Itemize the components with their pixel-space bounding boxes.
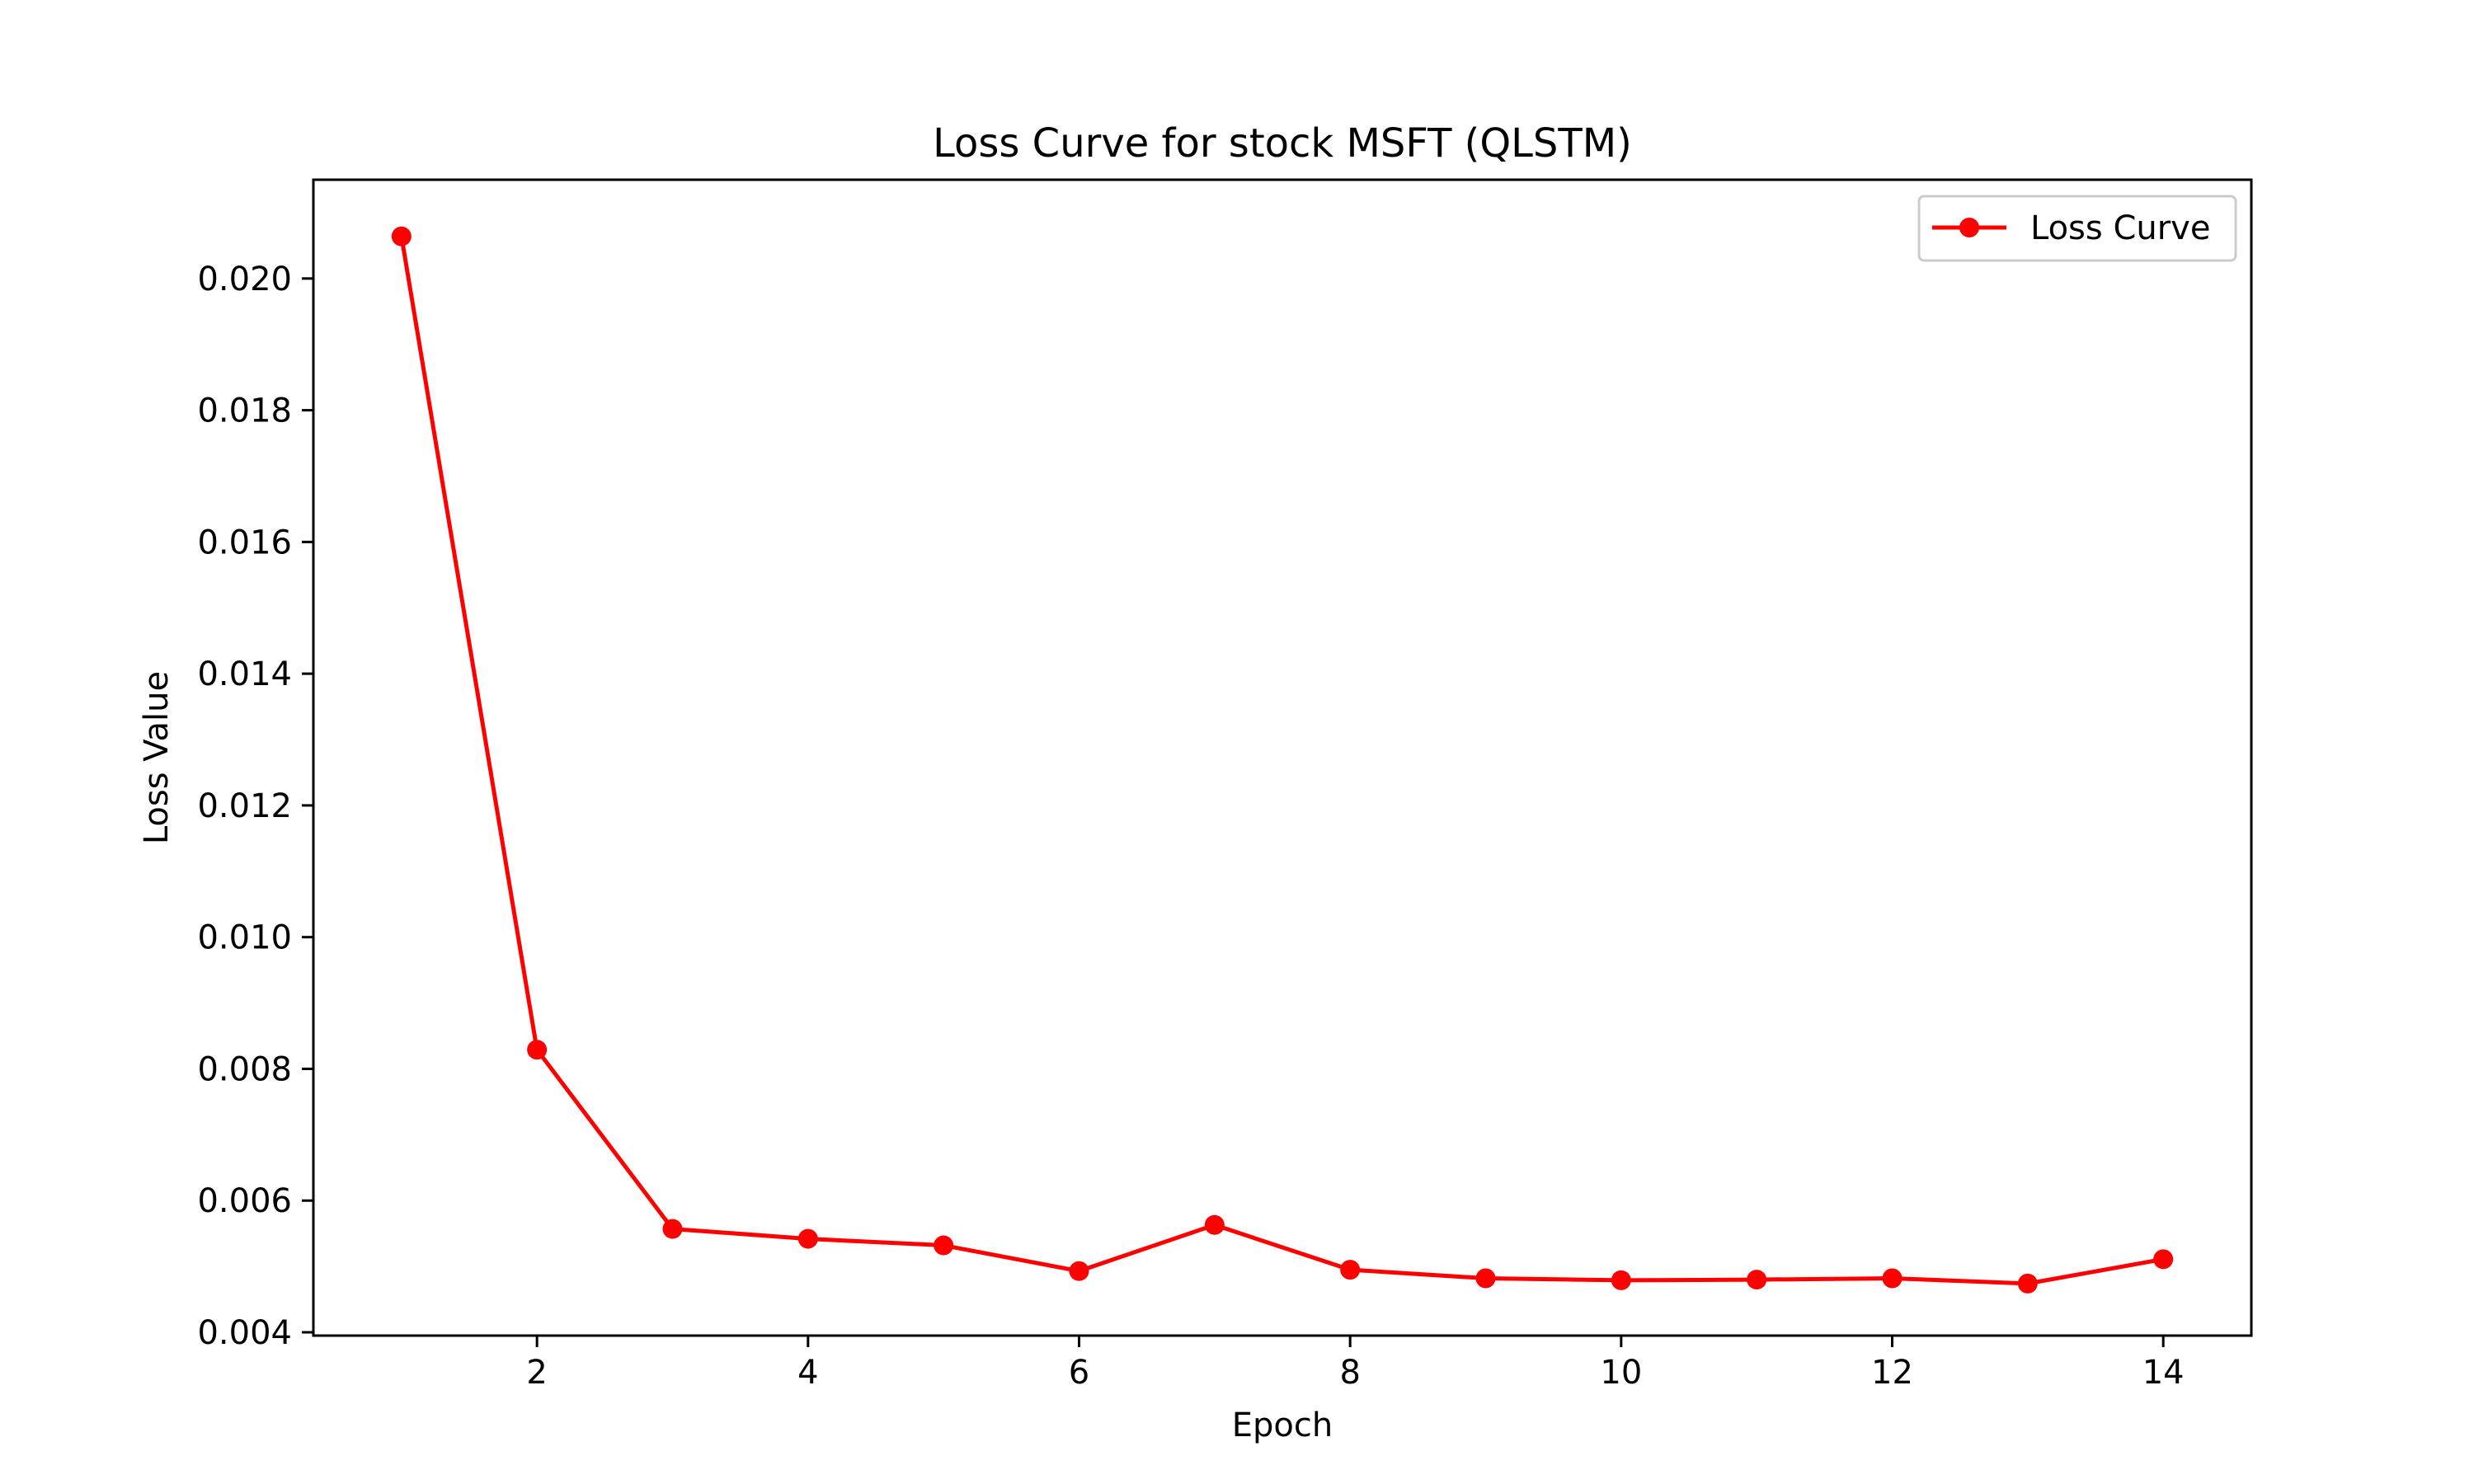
x-tick-label: 4 (797, 1354, 818, 1392)
x-tick-label: 12 (1871, 1354, 1913, 1392)
data-point (662, 1219, 683, 1239)
y-tick-label: 0.014 (197, 655, 292, 693)
data-point (934, 1235, 954, 1256)
chart-title: Loss Curve for stock MSFT (QLSTM) (933, 120, 1632, 167)
series-line (399, 236, 2164, 1286)
x-tick-label: 6 (1069, 1354, 1089, 1392)
y-tick-label: 0.020 (197, 261, 292, 298)
x-tick-label: 10 (1600, 1354, 1642, 1392)
y-axis-label: Loss Value (138, 671, 176, 844)
axes-frame (312, 178, 2253, 1337)
data-point (2017, 1273, 2038, 1294)
y-tick-label: 0.012 (197, 787, 292, 825)
data-point (1204, 1214, 1225, 1235)
y-tick-label: 0.004 (197, 1314, 292, 1352)
x-axis-label: Epoch (1232, 1407, 1333, 1444)
plot-area (391, 226, 2174, 1294)
data-point (391, 226, 412, 247)
x-tick-label: 8 (1339, 1354, 1360, 1392)
y-tick-label: 0.006 (197, 1182, 292, 1220)
axis-ticks: 2 4 6 8 10 12 14 0.004 0.006 0.008 0.010 0.012 0.014… (197, 261, 2184, 1392)
legend: Loss Curve (1917, 195, 2237, 262)
legend-box (1917, 195, 2237, 262)
x-tick-label: 2 (526, 1354, 547, 1392)
y-tick-label: 0.008 (197, 1050, 292, 1088)
data-point (1069, 1261, 1089, 1281)
data-point (1747, 1270, 1767, 1290)
x-tick-label: 14 (2142, 1354, 2185, 1392)
data-point (2153, 1249, 2174, 1270)
data-point (1882, 1268, 1903, 1289)
data-point (527, 1040, 548, 1060)
y-tick-label: 0.018 (197, 392, 292, 430)
legend-label: Loss Curve (2030, 209, 2210, 247)
data-point (1340, 1260, 1361, 1280)
data-point (797, 1228, 818, 1249)
legend-marker (1959, 218, 1979, 237)
y-tick-label: 0.010 (197, 919, 292, 957)
y-tick-label: 0.016 (197, 524, 292, 561)
data-point (1475, 1268, 1496, 1289)
data-point (1611, 1270, 1631, 1290)
